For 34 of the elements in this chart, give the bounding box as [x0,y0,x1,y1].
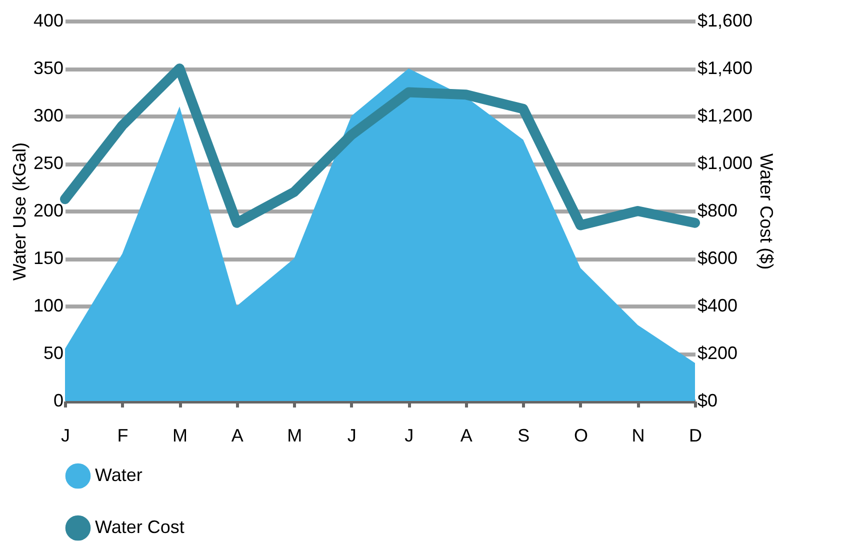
y2-tick-label: $1,600 [698,10,753,30]
legend-label: Water Cost [95,517,184,537]
x-tick-label: D [689,426,702,446]
x-tick-label: J [404,426,414,446]
y-tick-label: 300 [33,106,64,126]
legend-label: Water [95,465,142,485]
y2-tick-label: $1,000 [698,153,753,173]
x-tick-label: F [117,426,128,446]
y2-tick-label: $800 [698,200,738,220]
x-tick-label: J [61,426,70,446]
x-tick-label: O [574,426,588,446]
y2-tick-label: $1,400 [698,58,753,78]
y-tick-label: 250 [33,153,64,173]
y2-tick-label: $0 [698,390,718,410]
x-tick-label: J [347,426,356,446]
y-tick-label: 400 [33,10,64,30]
y-tick-label: 100 [33,296,64,316]
y-axis-title: Water Use (kGal) [9,142,30,281]
y2-tick-label: $1,200 [698,106,753,126]
x-tick-label: M [287,426,302,446]
y-tick-label: 0 [53,390,64,410]
y-tick-label: 200 [33,200,64,220]
x-tick-label: A [460,426,472,446]
y2-tick-label: $600 [698,248,738,268]
x-tick-label: S [518,426,530,446]
y-tick-label: 350 [33,58,64,78]
x-tick-label: M [172,426,188,446]
y2-tick-label: $400 [698,296,738,316]
y-tick-label: 150 [33,248,64,268]
x-tick-label: A [231,426,244,446]
y2-axis-title: Water Cost ($) [756,153,777,270]
y-tick-label: 50 [43,343,64,363]
x-tick-label: N [632,426,645,446]
y2-tick-label: $200 [698,343,738,363]
